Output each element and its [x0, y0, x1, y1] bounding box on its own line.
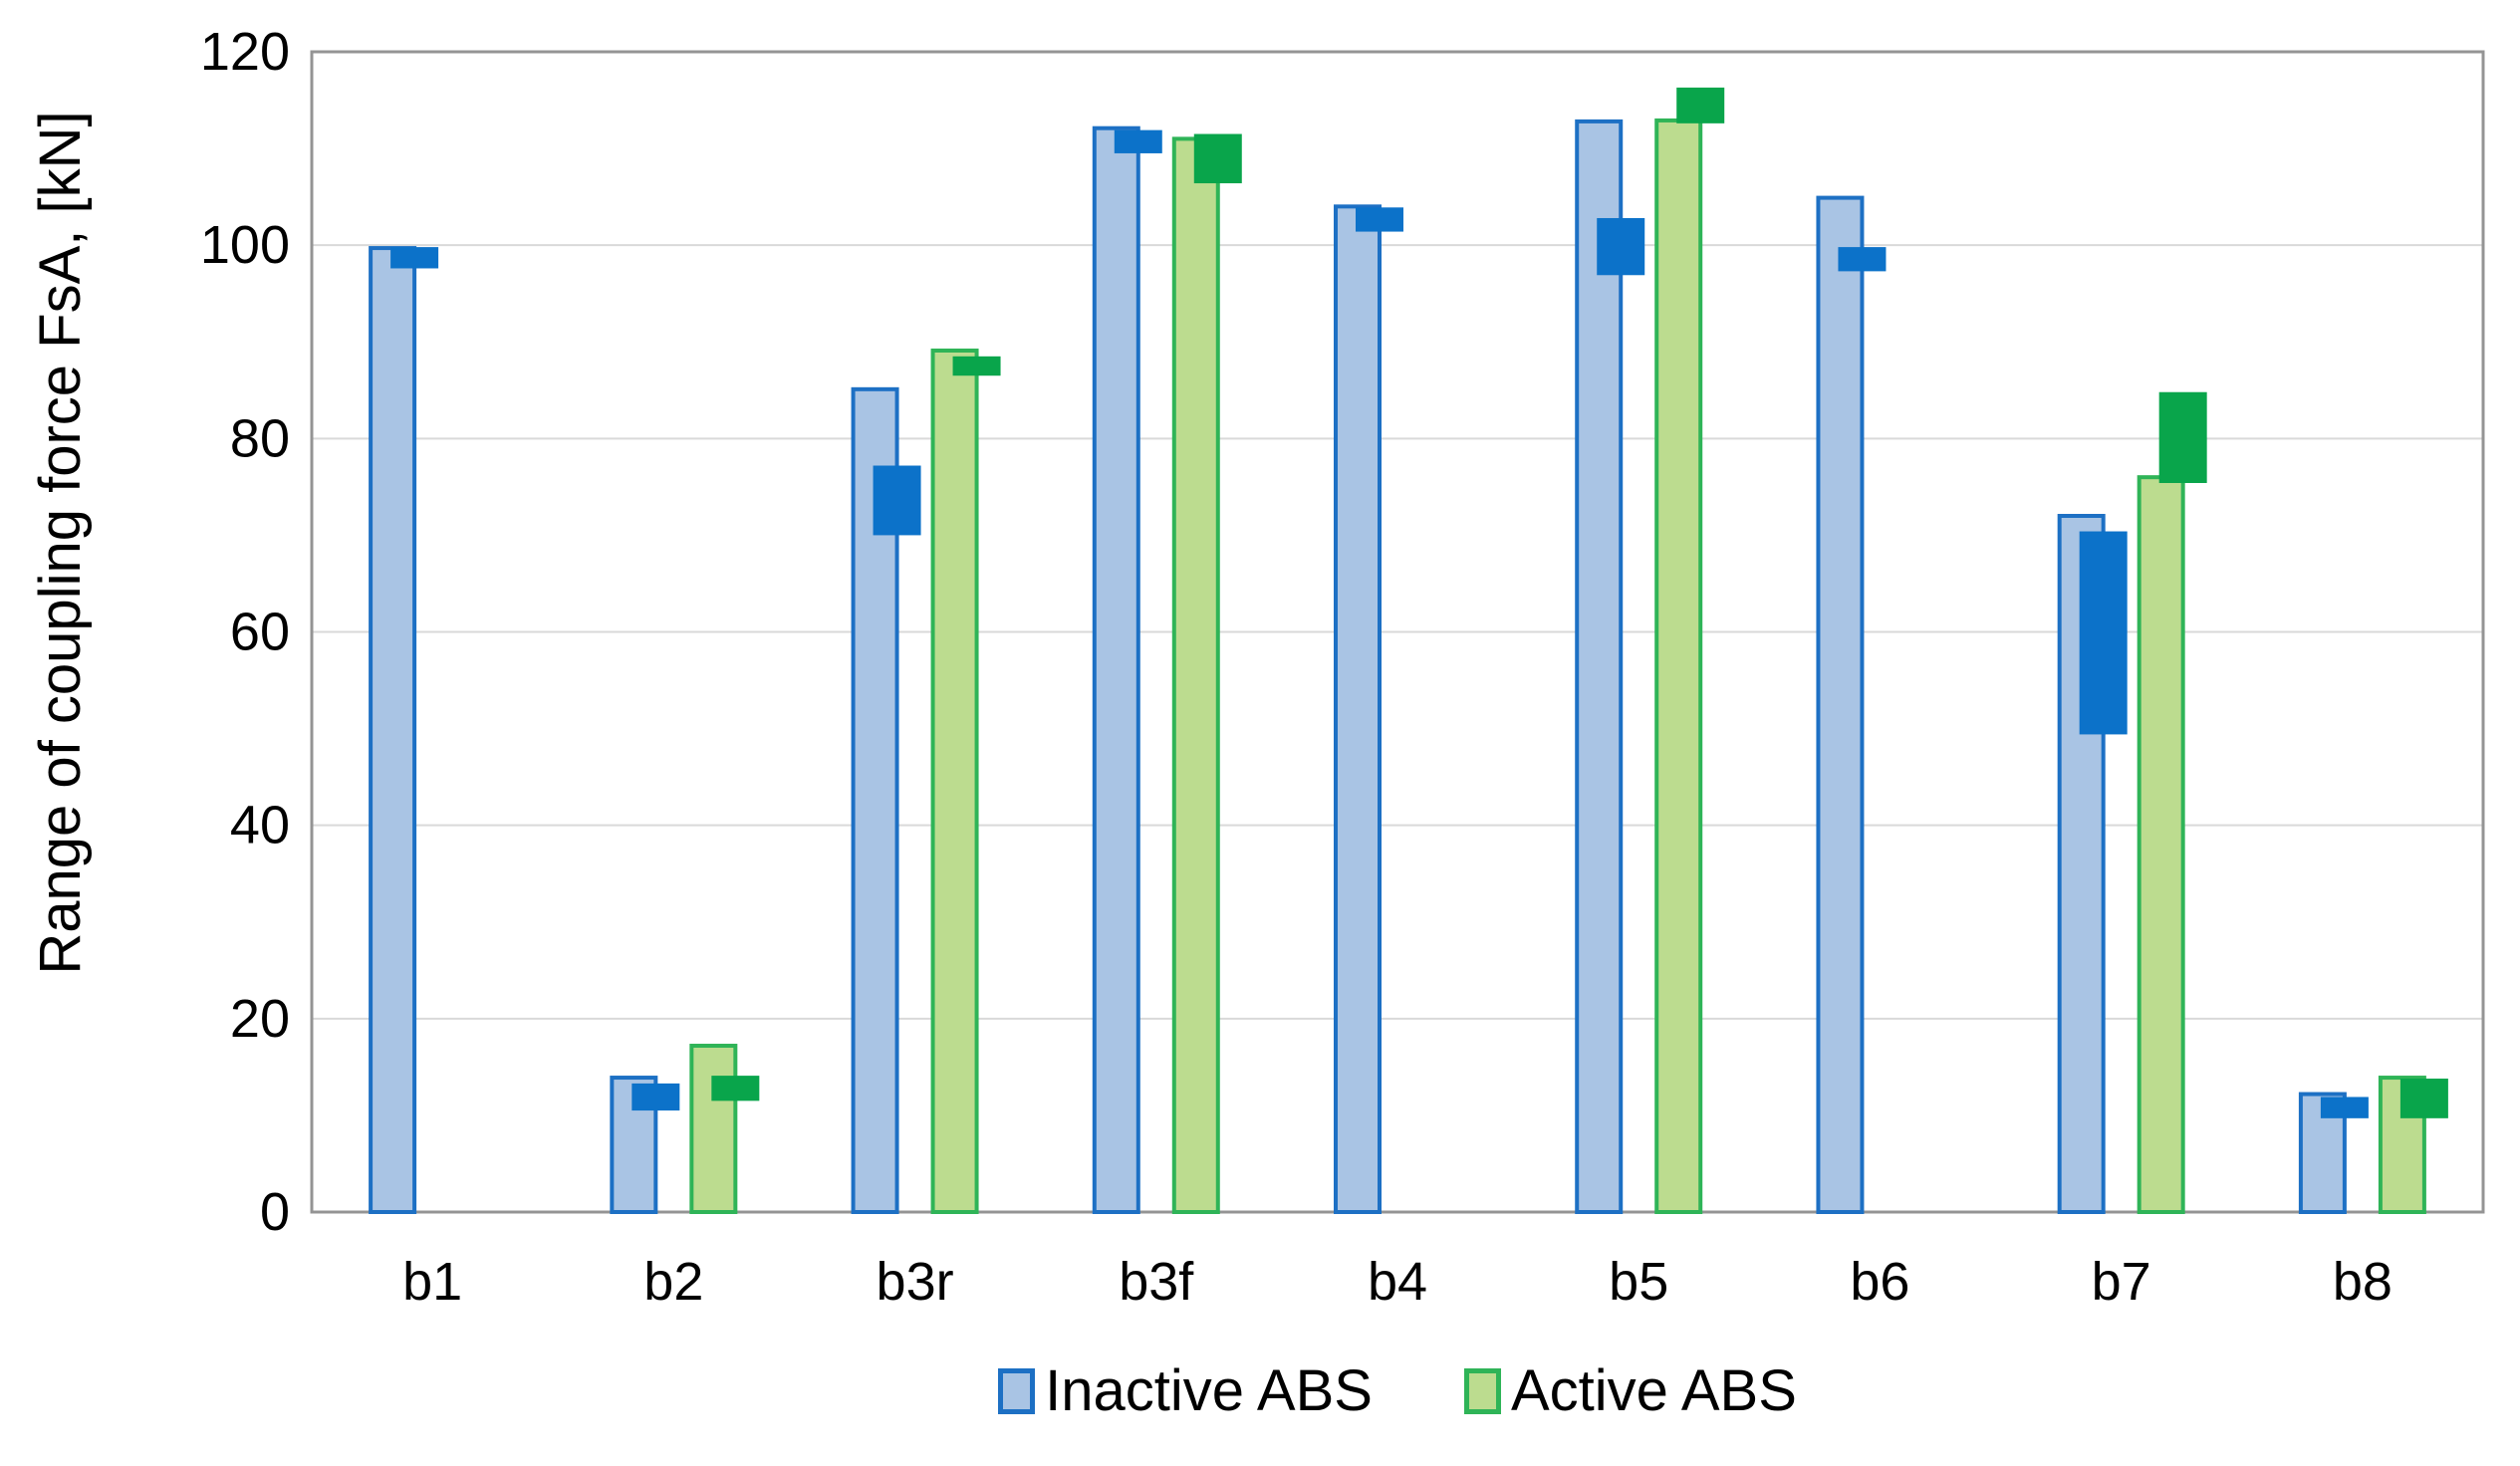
legend-label-active-abs: Active ABS [1510, 1358, 1797, 1423]
y-tick-label-100: 100 [200, 215, 290, 275]
marker-inactive-abs-b2 [631, 1083, 680, 1111]
y-tick-label-0: 0 [260, 1182, 290, 1242]
bar-inactive-abs-b1 [369, 246, 417, 1214]
x-tick-label-b4: b4 [1368, 1252, 1427, 1312]
marker-active-abs-b8 [2399, 1079, 2448, 1118]
marker-active-abs-b5 [1676, 87, 1725, 123]
x-tick-label-b7: b7 [2092, 1252, 2151, 1312]
y-axis-title: Range of coupling force FsA, [kN] [28, 111, 93, 974]
marker-active-abs-b3r [952, 356, 1001, 376]
marker-active-abs-b7 [2158, 391, 2207, 483]
marker-inactive-abs-b5 [1597, 217, 1645, 276]
legend-label-inactive-abs: Inactive ABS [1045, 1358, 1373, 1423]
bar-active-abs-b5 [1654, 118, 1703, 1214]
bar-inactive-abs-b5 [1575, 119, 1624, 1214]
legend-swatch-inactive-abs-icon [998, 1368, 1036, 1414]
y-tick-label-40: 40 [230, 796, 290, 855]
bar-active-abs-b3f [1171, 136, 1220, 1214]
legend-swatch-active-abs-icon [1463, 1368, 1501, 1414]
x-tick-label-b8: b8 [2333, 1252, 2393, 1312]
x-tick-label-b5: b5 [1609, 1252, 1668, 1312]
y-tick-label-80: 80 [230, 408, 290, 468]
marker-active-abs-b3f [1193, 133, 1242, 184]
x-tick-label-b2: b2 [643, 1252, 703, 1312]
bar-active-abs-b3r [930, 348, 979, 1214]
y-tick-label-120: 120 [200, 22, 290, 82]
bar-inactive-abs-b6 [1816, 195, 1865, 1215]
chart-legend: Inactive ABS Active ABS [312, 1362, 2483, 1420]
bar-active-abs-b7 [2137, 475, 2185, 1214]
bar-inactive-abs-b4 [1334, 204, 1382, 1215]
x-tick-label-b1: b1 [402, 1252, 462, 1312]
marker-inactive-abs-b4 [1356, 207, 1403, 232]
marker-inactive-abs-b7 [2079, 531, 2128, 735]
marker-inactive-abs-b3r [873, 465, 921, 536]
marker-inactive-abs-b8 [2320, 1097, 2369, 1118]
bar-inactive-abs-b3f [1092, 125, 1140, 1215]
y-tick-label-60: 60 [230, 603, 290, 662]
x-tick-label-b3f: b3f [1119, 1252, 1194, 1312]
x-tick-label-b3r: b3r [877, 1252, 954, 1312]
marker-inactive-abs-b6 [1838, 247, 1887, 272]
y-tick-label-20: 20 [230, 989, 290, 1049]
marker-inactive-abs-b1 [390, 247, 439, 269]
legend-item-active-abs: Active ABS [1463, 1358, 1797, 1423]
bar-active-abs-b2 [689, 1044, 738, 1215]
x-tick-label-b6: b6 [1850, 1252, 1909, 1312]
marker-active-abs-b2 [711, 1076, 760, 1101]
legend-item-inactive-abs: Inactive ABS [998, 1362, 1373, 1420]
plot-frame [310, 50, 2485, 1214]
marker-inactive-abs-b3f [1114, 129, 1162, 153]
